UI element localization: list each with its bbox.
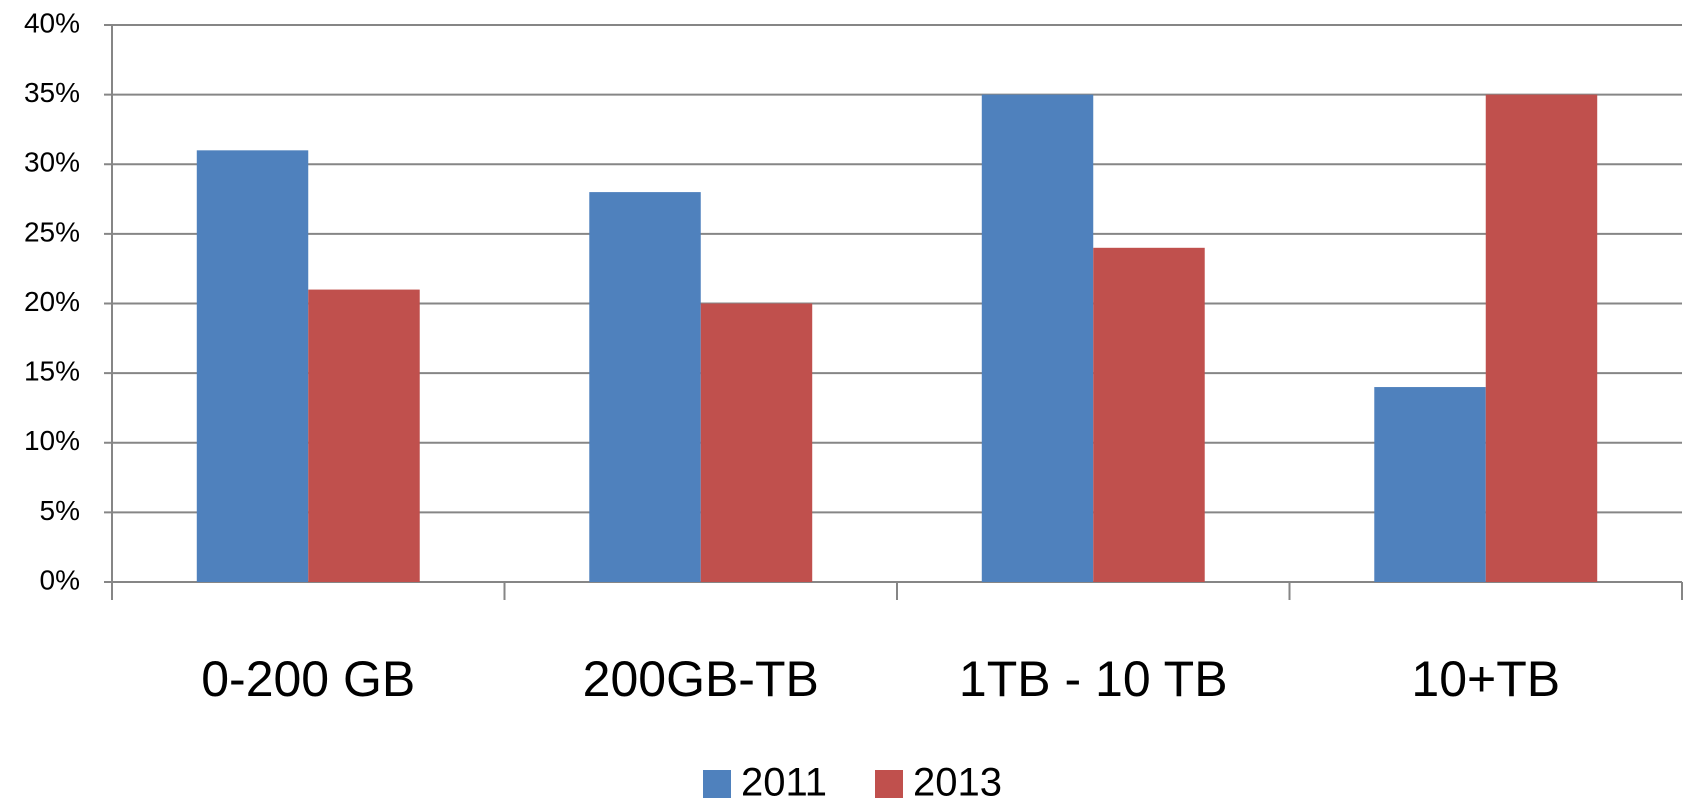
bar xyxy=(700,303,813,582)
legend-label: 2013 xyxy=(913,761,1002,803)
bar xyxy=(589,192,701,582)
legend-swatch xyxy=(875,770,903,798)
x-tick-label: 1TB - 10 TB xyxy=(959,651,1228,707)
y-tick-label: 0% xyxy=(40,564,80,595)
y-tick-label: 5% xyxy=(40,495,80,526)
bar xyxy=(981,94,1094,582)
bar xyxy=(1374,387,1486,582)
y-tick-label: 35% xyxy=(24,77,80,108)
legend-swatch xyxy=(703,770,731,798)
y-tick-label: 10% xyxy=(24,425,80,456)
y-tick-label: 30% xyxy=(24,147,80,178)
bar xyxy=(308,289,420,582)
y-tick-label: 25% xyxy=(24,216,80,247)
x-tick-label: 10+TB xyxy=(1411,651,1560,707)
y-tick-label: 40% xyxy=(24,7,80,38)
bar xyxy=(1093,247,1205,583)
bar xyxy=(196,150,309,582)
y-tick-label: 20% xyxy=(24,286,80,317)
bar xyxy=(1485,94,1598,582)
x-tick-label: 0-200 GB xyxy=(201,651,415,707)
legend-label: 2011 xyxy=(741,761,827,803)
y-tick-label: 15% xyxy=(24,356,80,387)
x-tick-label: 200GB-TB xyxy=(583,651,819,707)
